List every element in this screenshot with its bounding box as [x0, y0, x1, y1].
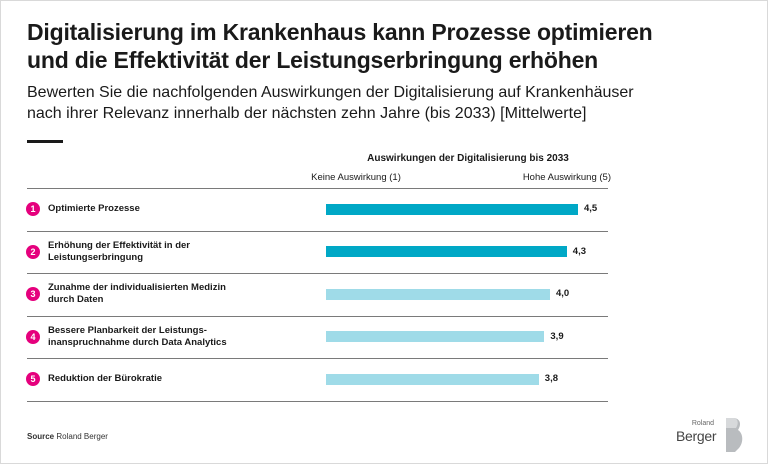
data-label: 3,8	[544, 373, 559, 385]
page-title: Digitalisierung im Krankenhaus kann Proz…	[27, 18, 747, 74]
category-label-line: Zunahme der individualisierten Medizin	[48, 282, 226, 294]
logo-word-berger: Berger	[676, 428, 717, 444]
rank-badge: 4	[26, 329, 40, 344]
row-divider	[27, 315, 608, 317]
data-label: 4,3	[572, 245, 587, 257]
row-divider	[27, 230, 608, 232]
category-label-line: Bessere Planbarkeit der Leistungs-	[48, 324, 207, 336]
bar	[326, 246, 567, 258]
title-line-1: Digitalisierung im Krankenhaus kann Proz…	[27, 19, 653, 45]
source-label: Source	[27, 432, 55, 441]
rank-badge: 3	[26, 287, 40, 302]
logo-word-roland: Roland	[691, 420, 714, 427]
source-text: Roland Berger	[56, 432, 108, 441]
title-rule	[27, 140, 63, 143]
category-label-line: durch Daten	[48, 294, 104, 306]
source-note: Source Roland Berger	[27, 432, 108, 441]
rank-badge: 5	[26, 372, 40, 387]
row-divider	[27, 400, 608, 402]
bar	[326, 288, 550, 300]
page-subtitle: Bewerten Sie die nachfolgenden Auswirkun…	[27, 82, 747, 124]
category-label: Erhöhung der Effektivität in der Leistung…	[48, 240, 308, 264]
chart-title: Auswirkungen der Digitalisierung bis 203…	[367, 153, 569, 164]
roland-berger-logo: Roland Berger	[676, 418, 744, 452]
category-label-line: inanspruchnahme durch Data Analytics	[48, 336, 227, 348]
bar	[326, 203, 578, 215]
rank-badge: 1	[26, 202, 40, 217]
category-label-line: Reduktion der Bürokratie	[48, 373, 163, 385]
category-label: Zunahme der individualisierten Medizin du…	[48, 282, 308, 306]
row-divider	[27, 188, 608, 189]
title-line-2: und die Effektivität der Leistungserbrin…	[27, 47, 599, 73]
row-divider	[27, 358, 608, 359]
scale-low-label: Keine Auswirkung (1)	[311, 172, 401, 183]
row-divider	[27, 273, 608, 274]
subtitle-line-1: Bewerten Sie die nachfolgenden Auswirkun…	[27, 84, 634, 101]
data-label: 4,0	[556, 288, 570, 300]
data-label: 3,9	[550, 330, 564, 342]
category-label: Reduktion der Bürokratie	[48, 373, 308, 385]
category-label-line: Erhöhung der Effektivität in der	[48, 239, 190, 251]
rank-badge: 2	[26, 244, 40, 259]
category-label: Bessere Planbarkeit der Leistungs-inansp…	[48, 325, 308, 349]
category-label: Optimierte Prozesse	[48, 203, 308, 215]
subtitle-line-2: nach ihrer Relevanz innerhalb der nächst…	[27, 105, 587, 122]
bar	[326, 373, 539, 385]
bar	[326, 331, 545, 343]
scale-high-label: Hohe Auswirkung (5)	[522, 172, 611, 183]
category-label-line: Optimierte Prozesse	[48, 203, 140, 215]
category-label-line: Leistungserbringung	[48, 251, 143, 263]
logo-b-mark-icon	[726, 418, 743, 452]
data-label: 4,5	[584, 203, 598, 215]
